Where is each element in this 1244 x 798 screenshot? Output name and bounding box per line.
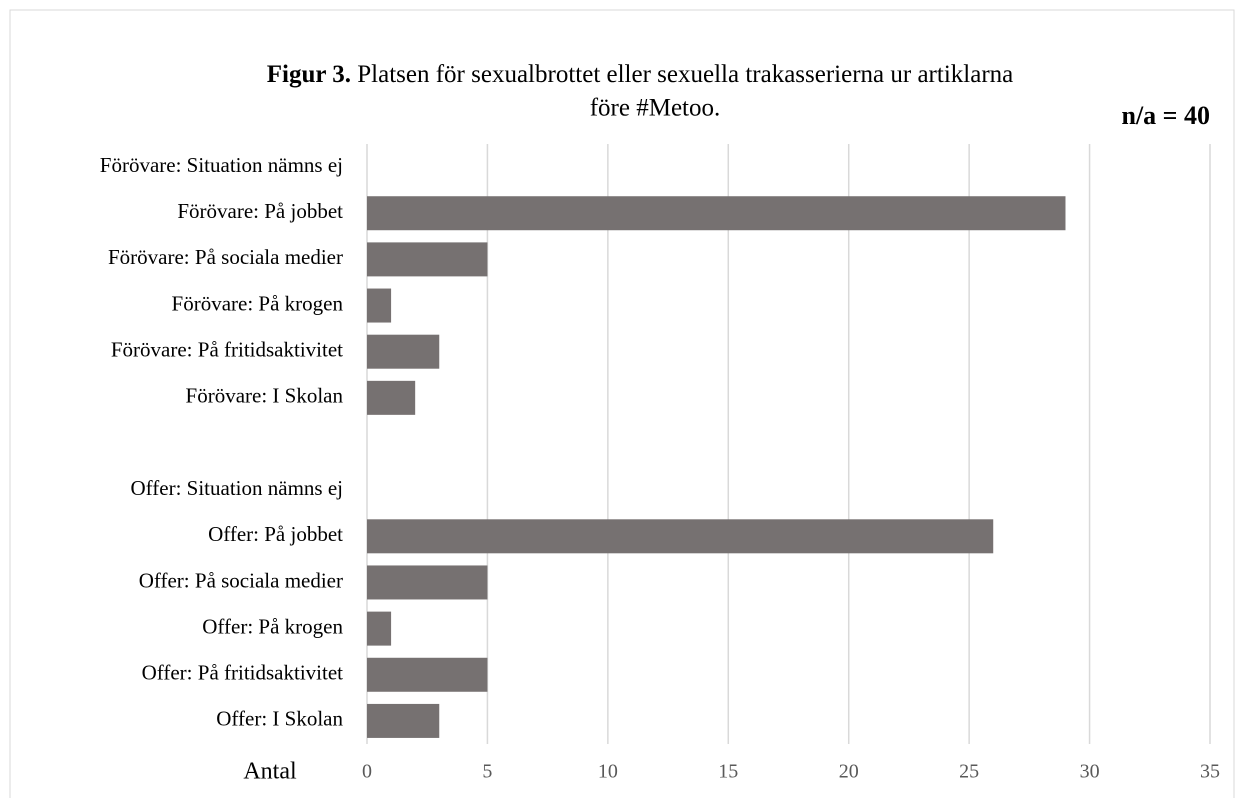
y-tick-label: Offer: På krogen	[202, 614, 343, 638]
y-tick-label: Förövare: Situation nämns ej	[100, 153, 343, 177]
y-tick-label: Förövare: På sociala medier	[108, 245, 343, 269]
chart-title: före #Metoo.	[590, 95, 721, 122]
y-tick-label: Förövare: På fritidsaktivitet	[111, 338, 343, 362]
x-tick-label: 20	[839, 761, 859, 783]
x-tick-label: 15	[718, 761, 738, 783]
y-tick-label: Förövare: På jobbet	[177, 199, 343, 223]
x-tick-label: 35	[1200, 761, 1220, 783]
chart-frame	[9, 9, 1235, 798]
y-tick-label: Offer: På sociala medier	[139, 568, 343, 592]
bar	[367, 334, 440, 369]
bar	[367, 565, 488, 600]
x-tick-label: 30	[1080, 761, 1100, 783]
x-tick-label: 5	[482, 761, 492, 783]
y-tick-label: Förövare: På krogen	[172, 291, 344, 315]
bar	[367, 611, 392, 646]
bar	[367, 703, 440, 738]
annotation: n/a = 40	[1122, 101, 1211, 130]
y-tick-label: Offer: Situation nämns ej	[131, 476, 344, 500]
title-prefix: Figur 3.	[267, 61, 351, 88]
title-line: Platsen för sexualbrottet eller sexuella…	[357, 61, 1013, 88]
x-tick-label: 10	[598, 761, 618, 783]
x-tick-label: 0	[362, 761, 372, 783]
bar	[367, 196, 1066, 231]
bar	[367, 519, 994, 554]
chart-title: Figur 3. Platsen för sexualbrottet eller…	[267, 61, 1014, 88]
y-tick-label: Offer: I Skolan	[216, 707, 343, 731]
bar	[367, 242, 488, 277]
y-tick-label: Förövare: I Skolan	[186, 384, 344, 408]
bar	[367, 288, 392, 323]
y-tick-label: Offer: På fritidsaktivitet	[142, 661, 344, 685]
x-axis-label: Antal	[243, 759, 297, 785]
bar	[367, 380, 416, 415]
y-tick-label: Offer: På jobbet	[208, 522, 343, 546]
x-tick-label: 25	[959, 761, 979, 783]
bar	[367, 657, 488, 692]
